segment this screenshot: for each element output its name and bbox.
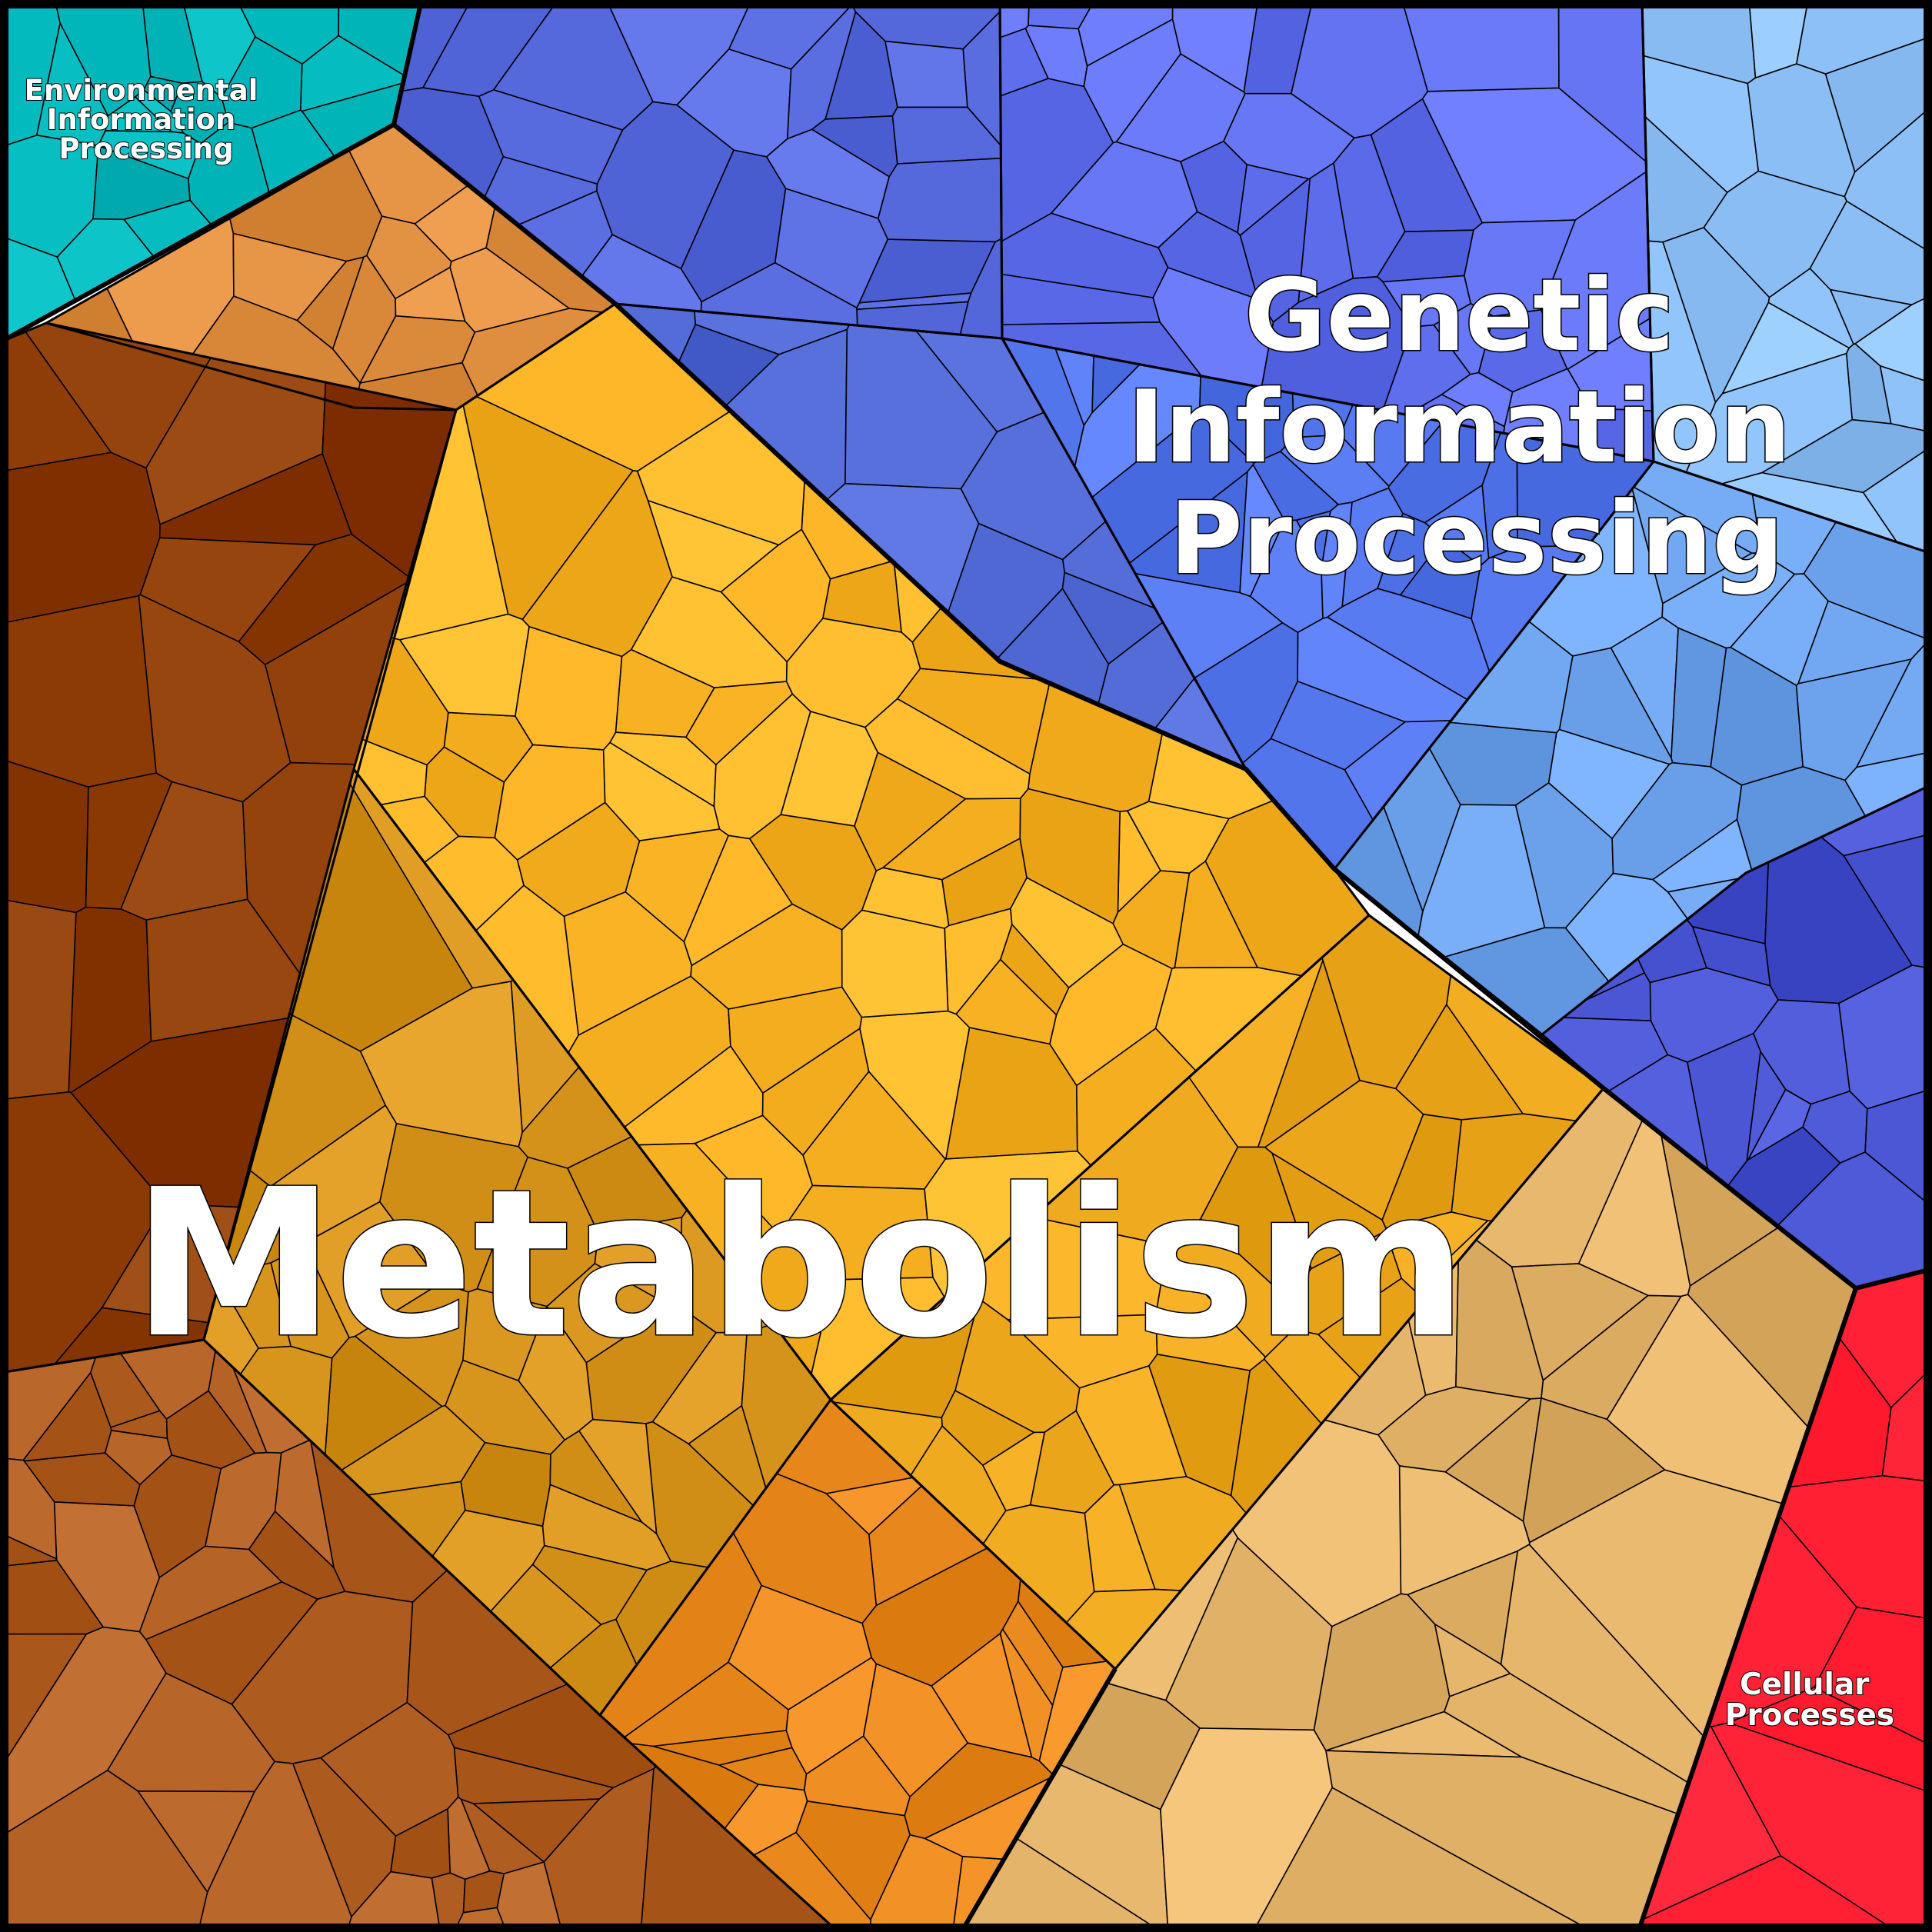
metabolism-cell bbox=[578, 1418, 658, 1534]
env-cell bbox=[0, 0, 61, 148]
metabolism-cell bbox=[269, 1104, 398, 1242]
metabolism-subgroup-border bbox=[598, 1398, 1117, 1932]
metabolism-subgroup-border bbox=[0, 1338, 840, 1932]
genetic-cell bbox=[1424, 485, 1490, 567]
genetic-label-line-2: Information bbox=[1128, 368, 1791, 485]
genetic-subgroup-border bbox=[1641, 0, 1932, 555]
metabolism-cell bbox=[165, 1390, 256, 1470]
genetic-cell bbox=[1441, 371, 1514, 428]
metabolism-cell bbox=[652, 1730, 793, 1766]
metabolism-cell bbox=[1313, 1593, 1451, 1751]
cellular-label-line-2: Processes bbox=[1725, 1698, 1894, 1733]
metabolism-cell bbox=[355, 1282, 469, 1407]
genetic-cell bbox=[1864, 1088, 1932, 1208]
cellular-region-label: Cellular Processes bbox=[1725, 1667, 1894, 1733]
genetic-cell bbox=[1078, 0, 1174, 67]
env-label-line-1: Environmental bbox=[25, 74, 258, 107]
metabolism-cell bbox=[1455, 1239, 1544, 1400]
metabolism-region-label: Metabolism bbox=[132, 1146, 1467, 1383]
genetic-cell bbox=[605, 0, 752, 106]
metabolism-cell bbox=[390, 1808, 451, 1879]
genetic-cell bbox=[1611, 761, 1743, 881]
major-region-border bbox=[959, 1667, 1118, 1932]
metabolism-cell bbox=[460, 1798, 545, 1874]
genetic-cell bbox=[1401, 0, 1560, 92]
env-label-line-2: Information bbox=[47, 103, 236, 136]
metabolism-cell bbox=[1381, 1114, 1463, 1229]
genetic-cell bbox=[478, 89, 624, 185]
genetic-cell bbox=[884, 40, 968, 108]
metabolism-cell bbox=[864, 698, 1031, 800]
genetic-cell bbox=[1433, 302, 1494, 375]
genetic-cell bbox=[1753, 999, 1850, 1105]
metabolism-cell bbox=[783, 1184, 934, 1281]
metabolism-cell bbox=[0, 1560, 104, 1635]
metabolism-cell bbox=[137, 1790, 255, 1893]
env-cell bbox=[143, 75, 183, 112]
metabolism-cell bbox=[0, 595, 157, 788]
major-region-border bbox=[1636, 1287, 1858, 1932]
region-labels: Environmental Information Processing Gen… bbox=[24, 73, 1895, 1734]
metabolism-cell bbox=[924, 1150, 1092, 1298]
metabolism-cell bbox=[728, 1584, 872, 1710]
metabolism-cell bbox=[804, 1735, 911, 1817]
metabolism-cell bbox=[0, 1457, 58, 1560]
genetic-cell bbox=[493, 0, 654, 131]
genetic-cell bbox=[1854, 294, 1932, 384]
metabolism-cell bbox=[0, 898, 77, 1101]
genetic-region-label: Genetic Information Processing bbox=[1128, 257, 1826, 597]
genetic-cell bbox=[1382, 275, 1471, 328]
metabolism-cell bbox=[158, 453, 352, 546]
genetic-cell bbox=[1795, 658, 1912, 781]
major-region-border bbox=[392, 122, 1932, 1291]
genetic-cell bbox=[1239, 178, 1311, 323]
genetic-cell bbox=[1558, 647, 1674, 765]
metabolism-cell bbox=[1028, 682, 1164, 812]
genetic-cell bbox=[878, 158, 1002, 243]
env-region-label: Environmental Information Processing bbox=[25, 74, 268, 165]
env-label-line-3: Processing bbox=[58, 132, 233, 165]
cellular-region bbox=[1637, 1268, 1932, 1932]
metabolism-subgroup-border bbox=[0, 321, 458, 1374]
metabolism-cell bbox=[780, 711, 879, 827]
genetic-cell bbox=[1180, 140, 1247, 234]
metabolism-region bbox=[0, 124, 1857, 1932]
metabolism-cell bbox=[1200, 1146, 1312, 1300]
genetic-label-line-1: Genetic bbox=[1244, 257, 1674, 374]
env-cell bbox=[92, 145, 191, 221]
genetic-cell bbox=[1761, 418, 1932, 494]
metabolism-cell bbox=[462, 1870, 505, 1914]
metabolism-cell bbox=[870, 1834, 964, 1932]
env-region bbox=[0, 0, 422, 343]
metabolism-cell bbox=[1577, 1118, 1691, 1297]
metabolism-cell bbox=[753, 1831, 871, 1932]
metabolism-cell bbox=[999, 1628, 1054, 1762]
cellular-label-line-1: Cellular bbox=[1740, 1667, 1870, 1702]
genetic-cell bbox=[1239, 464, 1285, 598]
genetic-cell bbox=[1721, 301, 1850, 395]
metabolism-cell bbox=[861, 867, 950, 929]
metabolism-cell bbox=[861, 1547, 1021, 1687]
metabolism-cell bbox=[955, 958, 1058, 1045]
metabolism-cell bbox=[1522, 1397, 1666, 1544]
metabolism-cell bbox=[1010, 877, 1124, 988]
genetic-cell bbox=[1748, 0, 1809, 78]
metabolism-cell bbox=[494, 744, 606, 861]
genetic-cell bbox=[1844, 751, 1932, 817]
env-cell bbox=[221, 36, 303, 129]
metabolism-cell bbox=[292, 1757, 397, 1917]
genetic-cell bbox=[1296, 510, 1331, 570]
genetic-label-line-3: Processing bbox=[1170, 480, 1784, 597]
genetic-cell bbox=[1843, 833, 1932, 969]
metabolism-cell bbox=[521, 470, 673, 658]
genetic-cell bbox=[1171, 0, 1259, 93]
metabolism-cell bbox=[395, 266, 466, 322]
